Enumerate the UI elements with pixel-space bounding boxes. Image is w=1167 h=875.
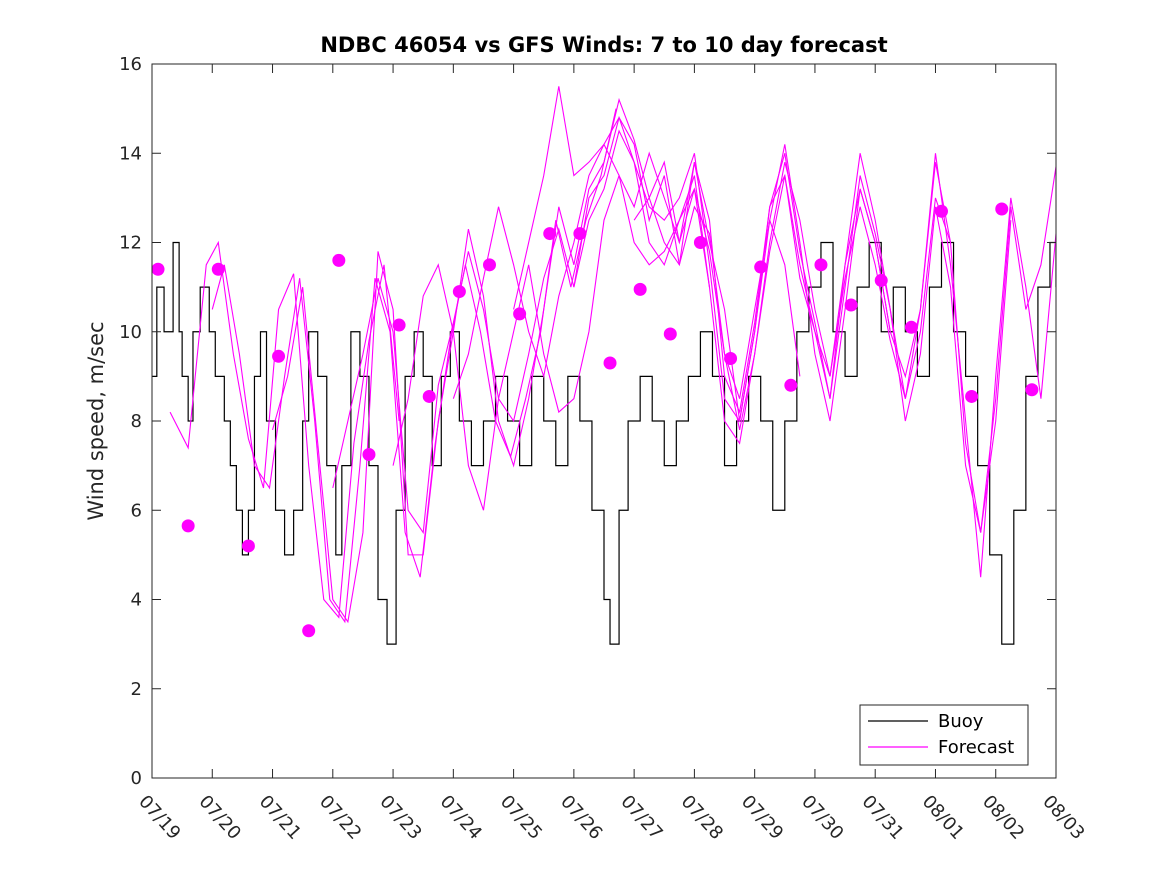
forecast-run-line [169,240,400,619]
forecast-point [663,327,677,341]
forecast-point [362,447,376,461]
forecast-point [814,258,828,272]
forecast-point [543,227,557,241]
forecast-point [603,356,617,370]
forecast-point [844,298,858,312]
forecast-point [241,539,255,553]
forecast-point [754,260,768,274]
plot-series [152,86,1056,645]
forecast-point [965,389,979,403]
forecast-point [513,307,527,321]
y-tick-label: 8 [131,411,142,432]
forecast-point [152,262,165,276]
y-tick-label: 16 [119,54,142,75]
forecast-point [934,204,948,218]
y-tick-label: 2 [131,679,142,700]
legend-label-buoy: Buoy [938,711,984,732]
forecast-run-line [633,153,1056,533]
forecast-point [573,227,587,241]
series-group [152,86,1056,645]
legend-label-forecast: Forecast [938,737,1014,758]
forecast-point [633,282,647,296]
forecast-point [874,273,888,287]
forecast-point [302,624,316,638]
forecast-point [272,349,286,363]
forecast-run-line [513,86,1012,533]
y-tick-label: 0 [131,768,142,789]
forecast-point [181,519,195,533]
forecast-point [482,258,496,272]
chart-title: NDBC 46054 vs GFS Winds: 7 to 10 day for… [320,33,887,57]
forecast-point [1025,383,1039,397]
y-tick-label: 12 [119,233,142,254]
y-tick-label: 6 [131,500,142,521]
forecast-run-line [272,97,711,624]
forecast-point [452,285,466,299]
forecast-point [392,318,406,332]
y-axis-label: Wind speed, m/sec [84,321,108,520]
forecast-point [904,320,918,334]
forecast-point [693,236,707,249]
forecast-run-line [452,116,952,431]
y-tick-label: 14 [119,143,142,164]
forecast-point [784,378,798,392]
y-tick-label: 4 [131,590,142,611]
y-tick-label: 10 [119,322,142,343]
forecast-point [211,262,225,276]
forecast-point [995,202,1009,216]
forecast-point [332,253,346,267]
legend-box [859,704,1029,766]
buoy-series-line [152,241,1056,645]
legend: Buoy Forecast [859,704,1029,766]
forecast-point [422,389,436,403]
forecast-point [724,352,738,366]
